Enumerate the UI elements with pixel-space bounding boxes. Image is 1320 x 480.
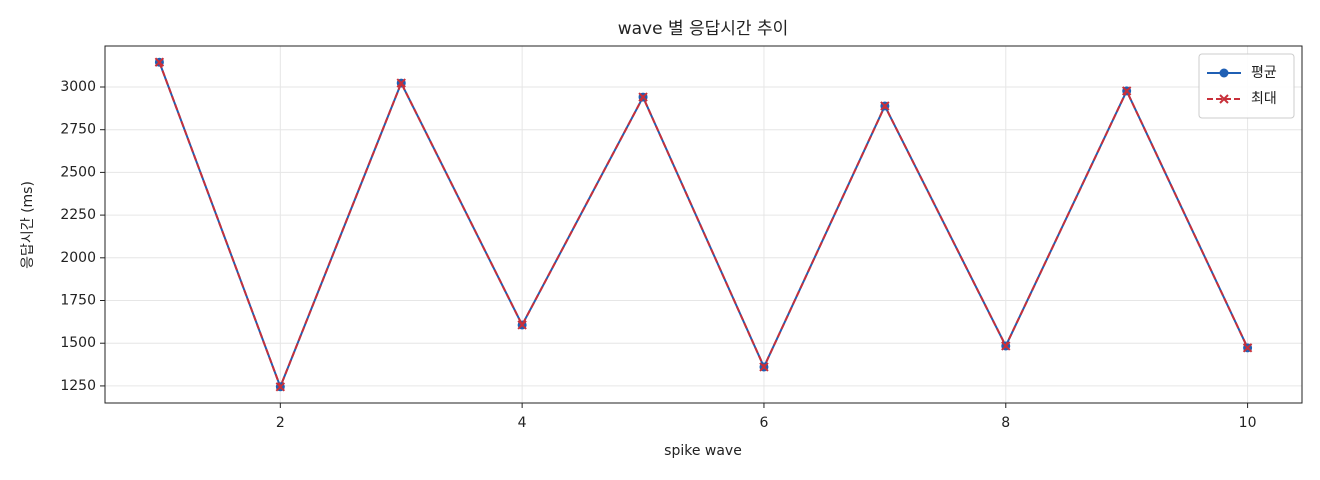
point [638, 92, 648, 102]
x-tick-label: 2 [276, 415, 285, 431]
x-axis-label: spike wave [664, 443, 742, 459]
y-tick-label: 2500 [60, 164, 96, 180]
x-tick-label: 4 [518, 415, 527, 431]
x-tick-label: 10 [1239, 415, 1257, 431]
point [275, 382, 286, 392]
legend-marker [1219, 94, 1229, 104]
point [880, 101, 890, 111]
plot-frame [104, 45, 1303, 404]
y-tick-label: 2250 [60, 207, 96, 223]
point [1001, 341, 1011, 351]
y-tick-label: 2750 [60, 122, 96, 138]
legend-label: 최대 [1251, 91, 1277, 107]
y-tick-label: 1750 [60, 293, 96, 309]
series-line [158, 61, 1249, 390]
point [396, 78, 406, 88]
point [1121, 86, 1132, 96]
y-tick-label: 3000 [60, 79, 96, 95]
x-tick-label: 6 [759, 415, 768, 431]
legend-marker [1219, 68, 1229, 78]
series-line [158, 61, 1249, 390]
y-tick-label: 2000 [60, 250, 96, 266]
legend-box [1198, 53, 1295, 119]
y-axis-label: 응답시간 (ms) [20, 181, 36, 269]
point [759, 362, 769, 372]
x-tick-label: 8 [1001, 415, 1010, 431]
point [1242, 343, 1253, 353]
point [517, 320, 527, 330]
point [154, 57, 165, 67]
y-tick-label: 1500 [60, 335, 96, 351]
legend-label: 평균 [1251, 65, 1277, 81]
y-tick-label: 1250 [60, 378, 96, 394]
chart-title: wave 별 응답시간 추이 [618, 19, 789, 39]
